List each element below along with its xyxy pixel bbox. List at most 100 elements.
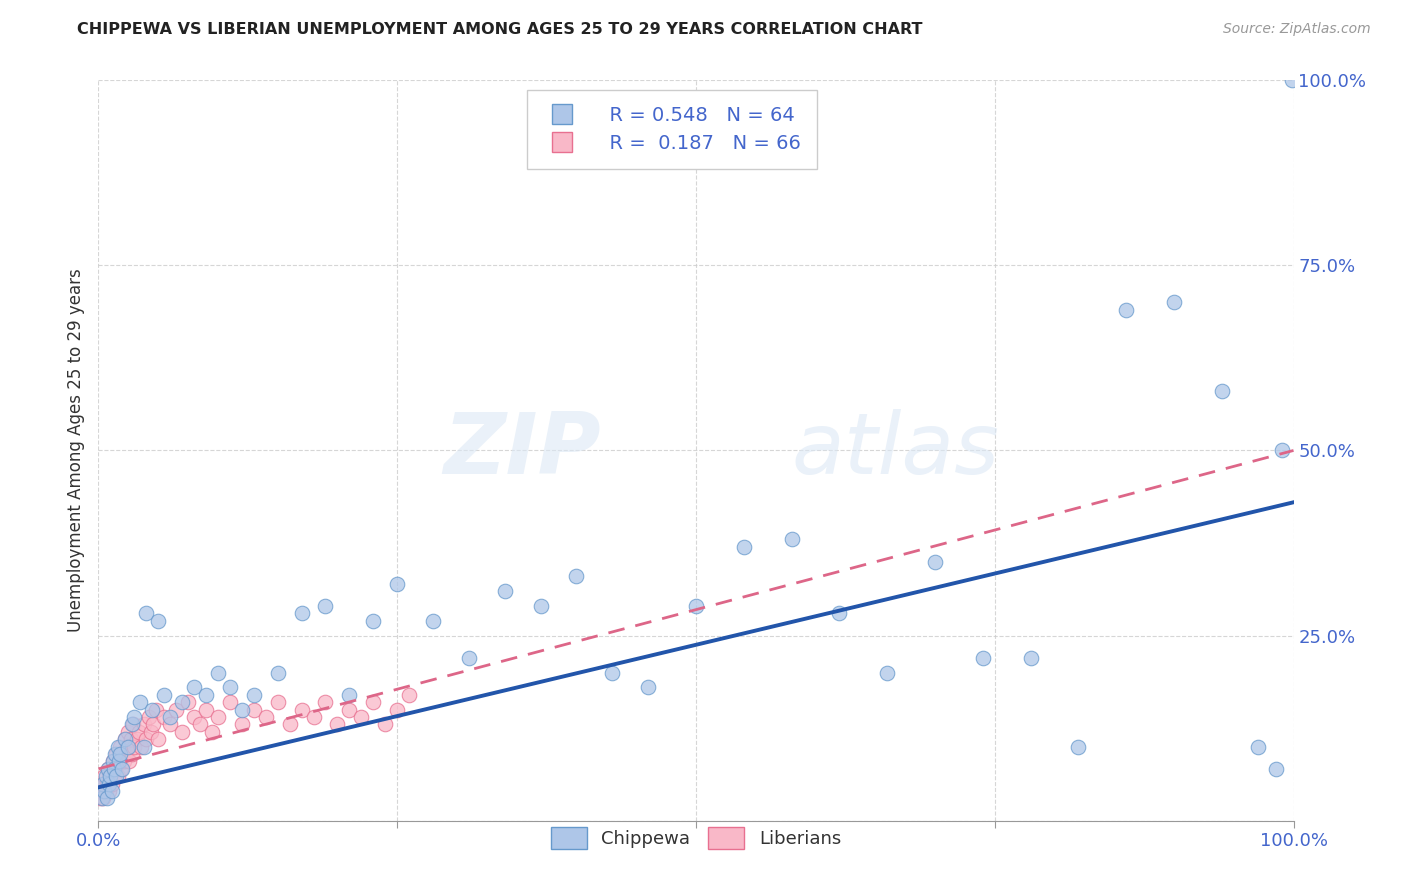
Point <box>148 732 170 747</box>
Point <box>153 710 176 724</box>
Point <box>231 703 253 717</box>
Point <box>972 650 994 665</box>
Point <box>129 695 152 709</box>
Point <box>159 717 181 731</box>
Point <box>876 665 898 680</box>
Point <box>110 762 132 776</box>
Point <box>118 755 141 769</box>
Point <box>828 607 851 621</box>
Point <box>243 703 266 717</box>
Point <box>374 717 396 731</box>
Point <box>120 732 142 747</box>
Point <box>101 755 124 769</box>
Point <box>530 599 553 613</box>
Point <box>121 717 143 731</box>
Point <box>153 688 176 702</box>
Point <box>115 747 138 761</box>
Point <box>602 665 624 680</box>
Point <box>117 739 139 754</box>
Point <box>111 747 134 761</box>
Point <box>195 703 218 717</box>
Point <box>128 724 150 739</box>
Point <box>685 599 707 613</box>
Point <box>96 776 118 791</box>
Point <box>89 791 111 805</box>
Point <box>107 769 129 783</box>
Point <box>91 791 114 805</box>
Point <box>101 755 124 769</box>
Point <box>124 739 146 754</box>
Point <box>107 739 129 754</box>
Point <box>350 710 373 724</box>
Point <box>195 688 218 702</box>
Point <box>385 576 409 591</box>
Point <box>94 769 117 783</box>
Point <box>104 762 127 776</box>
Point <box>90 784 112 798</box>
Point <box>108 739 131 754</box>
Point <box>114 732 136 747</box>
Point <box>188 717 211 731</box>
Point <box>172 695 194 709</box>
Point <box>111 762 134 776</box>
Point <box>924 555 946 569</box>
Point <box>131 739 153 754</box>
Point <box>148 614 170 628</box>
Point <box>291 703 314 717</box>
Point <box>98 776 121 791</box>
Point <box>135 732 157 747</box>
Point <box>201 724 224 739</box>
Point <box>105 769 128 783</box>
Text: ZIP: ZIP <box>443 409 600 492</box>
Point <box>125 732 148 747</box>
Point <box>291 607 314 621</box>
Point <box>108 747 131 761</box>
Point <box>98 769 122 783</box>
Point <box>114 732 136 747</box>
Point <box>103 762 125 776</box>
Text: CHIPPEWA VS LIBERIAN UNEMPLOYMENT AMONG AGES 25 TO 29 YEARS CORRELATION CHART: CHIPPEWA VS LIBERIAN UNEMPLOYMENT AMONG … <box>77 22 922 37</box>
Point <box>138 710 160 724</box>
Point <box>494 584 516 599</box>
Point <box>254 710 277 724</box>
Point <box>100 776 122 791</box>
Point <box>339 688 361 702</box>
Point <box>231 717 253 731</box>
Point <box>733 540 755 554</box>
Text: atlas: atlas <box>792 409 1000 492</box>
Point <box>565 569 588 583</box>
Point <box>1271 443 1294 458</box>
Point <box>315 695 337 709</box>
Point <box>1067 739 1090 754</box>
Point <box>94 784 117 798</box>
Point <box>637 681 659 695</box>
Point <box>339 703 361 717</box>
Point <box>1281 73 1303 87</box>
Point <box>139 724 162 739</box>
Point <box>165 703 187 717</box>
Point <box>780 533 803 547</box>
Point <box>1163 295 1185 310</box>
Point <box>1211 384 1233 399</box>
Point <box>117 724 139 739</box>
Point <box>93 784 115 798</box>
Point <box>1115 302 1137 317</box>
Point <box>326 717 349 731</box>
Point <box>422 614 444 628</box>
Point <box>302 710 325 724</box>
Point <box>219 695 242 709</box>
Point <box>142 717 165 731</box>
Point <box>103 769 125 783</box>
Point <box>243 688 266 702</box>
Point <box>207 665 229 680</box>
Point <box>385 703 409 717</box>
Point <box>124 710 146 724</box>
Point <box>98 769 122 783</box>
Point <box>1019 650 1042 665</box>
Point <box>132 717 155 731</box>
Point <box>458 650 481 665</box>
Point <box>207 710 229 724</box>
Point <box>91 776 114 791</box>
Point <box>91 776 114 791</box>
Point <box>1264 762 1286 776</box>
